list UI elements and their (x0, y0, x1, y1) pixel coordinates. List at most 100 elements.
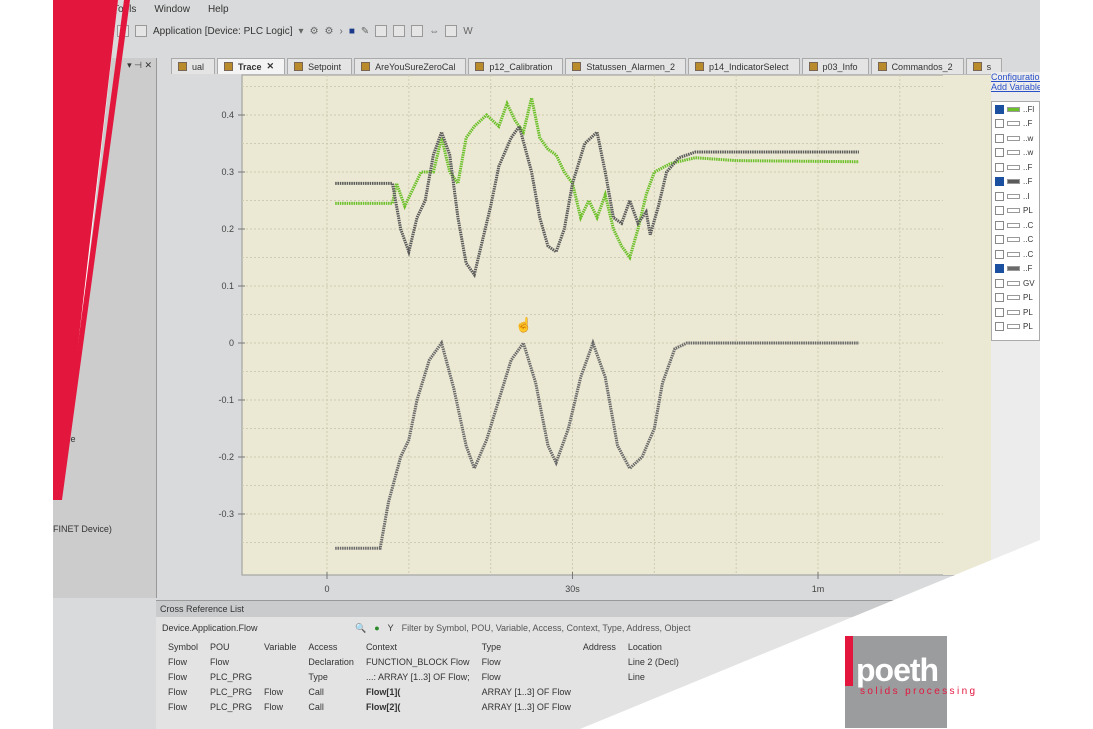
column-header[interactable]: POU (210, 641, 230, 652)
checkbox[interactable] (995, 191, 1004, 201)
trace-variable[interactable]: ..C (992, 218, 1039, 233)
logo-block (845, 636, 947, 728)
color-swatch (1007, 324, 1020, 330)
window-icon[interactable] (135, 25, 147, 37)
dropdown-icon[interactable]: ▾ (298, 25, 304, 37)
step-over-icon[interactable] (393, 25, 406, 37)
trace-variable[interactable]: PL (992, 291, 1039, 306)
variable-label: ..F (1023, 119, 1033, 129)
tab-areyousurezerocal[interactable]: AreYouSureZeroCal (354, 58, 467, 74)
search-icon[interactable]: 🔍 (355, 622, 367, 633)
checkbox[interactable] (995, 307, 1004, 317)
start-icon[interactable]: › (339, 25, 343, 37)
table-cell: Declaration (308, 656, 354, 667)
configuration-link[interactable]: Configuration (991, 72, 1040, 82)
table-row[interactable]: Flow PLC_PRG Type ...: ARRAY [1..3] OF Flow… (162, 669, 685, 684)
color-swatch (1007, 280, 1020, 286)
login-icon[interactable]: ⚙ (309, 25, 319, 37)
checkbox[interactable] (995, 162, 1004, 172)
table-row[interactable]: Flow PLC_PRG Flow Call Flow[1](ARRAY [1..3] … (162, 684, 685, 699)
trace-variable[interactable]: PL (992, 305, 1039, 320)
trace-variable[interactable]: ..F (992, 262, 1039, 277)
checkbox[interactable] (995, 293, 1004, 303)
y-tick-label: -0.2 (218, 452, 234, 462)
filter-input[interactable]: Filter by Symbol, POU, Variable, Access,… (401, 623, 691, 633)
menu-help[interactable]: Help (207, 4, 229, 15)
symbol-search-input[interactable]: Device.Application.Flow (162, 623, 258, 633)
tab-trace[interactable]: Trace ✕ (217, 58, 286, 74)
red-stripe-thin (57, 0, 130, 500)
logo-wordmark: poeth (856, 652, 939, 688)
trace-variable[interactable]: ..Fl (992, 102, 1039, 117)
tab-label: p12_Calibration (489, 61, 553, 72)
color-swatch (1007, 135, 1020, 141)
checkbox[interactable] (995, 264, 1004, 274)
column-header[interactable]: Context (365, 641, 397, 652)
red-stripe (53, 0, 118, 500)
checkbox[interactable] (995, 104, 1004, 114)
table-row[interactable]: Flow PLC_PRG Flow Call Flow[2](ARRAY [1..3] … (162, 699, 685, 714)
stop-icon[interactable]: ■ (348, 25, 355, 37)
tab-s[interactable]: s (965, 58, 1003, 74)
trace-variable[interactable]: PL (992, 204, 1039, 219)
go-icon[interactable]: ● (374, 623, 380, 633)
table-cell: Flow (210, 656, 230, 667)
checkbox[interactable] (995, 235, 1004, 245)
tab-p14_indicatorselect[interactable]: p14_IndicatorSelect (687, 58, 800, 74)
y-tick-label: 0.1 (221, 281, 234, 291)
logout-icon[interactable]: ⚙ (324, 25, 334, 37)
add-variable-link[interactable]: Add Variable (991, 82, 1040, 92)
trace-variable[interactable]: ..C (992, 247, 1039, 262)
tab-icon (877, 62, 887, 71)
filter-icon[interactable]: Y (387, 623, 394, 633)
table-row[interactable]: Flow Flow Declaration FUNCTION_BLOCK Flow Fl… (162, 654, 685, 669)
checkbox[interactable] (995, 278, 1004, 288)
trace-chart[interactable]: 0.4 0.3 0.2 0.1 0 -0.1 -0.2 -0.3 0 30s 1m ☝ (53, 0, 993, 600)
variable-label: ..w (1023, 148, 1034, 158)
close-icon[interactable]: ✕ (266, 61, 275, 71)
checkbox[interactable] (995, 322, 1004, 332)
panel-controls[interactable]: ▾ ⊣ ✕ (127, 60, 152, 70)
application-selector[interactable]: Application [Device: PLC Logic] (153, 25, 293, 37)
variable-label: ..Fl (1023, 104, 1035, 114)
tab-p03_info[interactable]: p03_Info (801, 58, 869, 74)
trace-variable[interactable]: ..F (992, 175, 1039, 190)
checkbox[interactable] (995, 249, 1004, 259)
breakpoint-icon[interactable]: ⇔ (429, 25, 440, 37)
tab-commandos_2[interactable]: Commandos_2 (870, 58, 964, 74)
column-header[interactable]: Location (627, 641, 662, 652)
reset-icon[interactable]: ✎ (360, 25, 370, 37)
trace-variable[interactable]: ..w (992, 131, 1039, 146)
table-cell: ...: ARRAY [1..3] OF Flow; (365, 671, 470, 682)
checkbox[interactable] (995, 220, 1004, 230)
tab-p12_calibration[interactable]: p12_Calibration (468, 58, 564, 74)
checkbox[interactable] (995, 148, 1004, 158)
checkbox[interactable] (995, 206, 1004, 216)
tree-item[interactable]: FINET Device) (53, 524, 112, 534)
trace-variable[interactable]: PL (992, 320, 1039, 335)
column-header[interactable]: Symbol (168, 641, 199, 652)
column-header[interactable]: Address (582, 641, 616, 652)
tab-setpoint[interactable]: Setpoint (287, 58, 353, 74)
step-icon[interactable] (375, 25, 388, 37)
trace-variable[interactable]: ..F (992, 117, 1039, 132)
monitor-icon[interactable] (445, 25, 458, 37)
trace-variable[interactable]: ..I (992, 189, 1039, 204)
checkbox[interactable] (995, 177, 1004, 187)
trace-variable[interactable]: ..F (992, 160, 1039, 175)
column-header[interactable]: Type (481, 641, 502, 652)
column-header[interactable]: Access (308, 641, 338, 652)
trace-variable[interactable]: GV (992, 276, 1039, 291)
menu-window[interactable]: Window (154, 4, 190, 15)
column-header[interactable]: Variable (264, 641, 297, 652)
checkbox[interactable] (995, 133, 1004, 143)
trace-variable[interactable]: ..w (992, 146, 1039, 161)
checkbox[interactable] (995, 119, 1004, 129)
table-cell: Flow (168, 656, 188, 667)
write-icon[interactable]: W (463, 25, 473, 37)
step-out-icon[interactable] (411, 25, 424, 37)
table-cell: Call (308, 701, 324, 712)
trace-variable[interactable]: ..C (992, 233, 1039, 248)
tab-statussen_alarmen_2[interactable]: Statussen_Alarmen_2 (565, 58, 686, 74)
tab-ual[interactable]: ual (171, 58, 216, 74)
